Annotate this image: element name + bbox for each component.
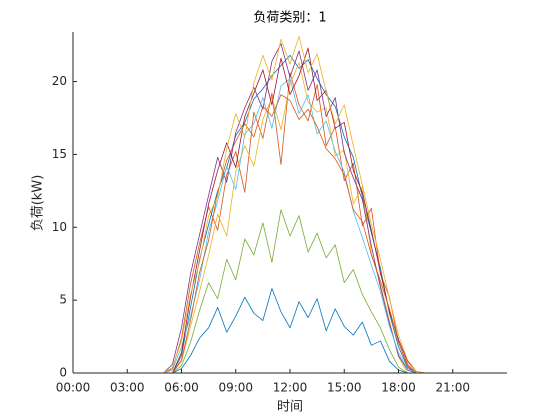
series-line	[73, 209, 507, 374]
series-line	[73, 78, 507, 374]
y-axis-label: 负荷(kW)	[31, 175, 46, 232]
chart-title: 负荷类别：1	[253, 11, 326, 26]
y-tick-label: 0	[59, 366, 67, 380]
y-tick-label: 5	[59, 293, 67, 307]
series-line	[73, 72, 507, 374]
y-tick-label: 20	[52, 74, 67, 88]
series-line	[73, 35, 507, 374]
x-tick-label: 21:00	[435, 381, 470, 395]
series-line	[73, 94, 507, 374]
series-line	[73, 54, 507, 374]
x-axis-label: 时间	[277, 400, 303, 415]
x-tick-label: 03:00	[110, 381, 145, 395]
y-tick-label: 15	[52, 147, 67, 161]
series-line	[73, 47, 507, 374]
x-tick-label: 12:00	[273, 381, 308, 395]
series-line	[73, 62, 507, 374]
x-tick-label: 18:00	[381, 381, 416, 395]
x-tick-label: 15:00	[327, 381, 362, 395]
y-tick-label: 10	[52, 220, 67, 234]
x-tick-label: 09:00	[218, 381, 253, 395]
series-line	[73, 288, 507, 374]
x-tick-label: 06:00	[164, 381, 199, 395]
x-tick-label: 00:00	[56, 381, 91, 395]
